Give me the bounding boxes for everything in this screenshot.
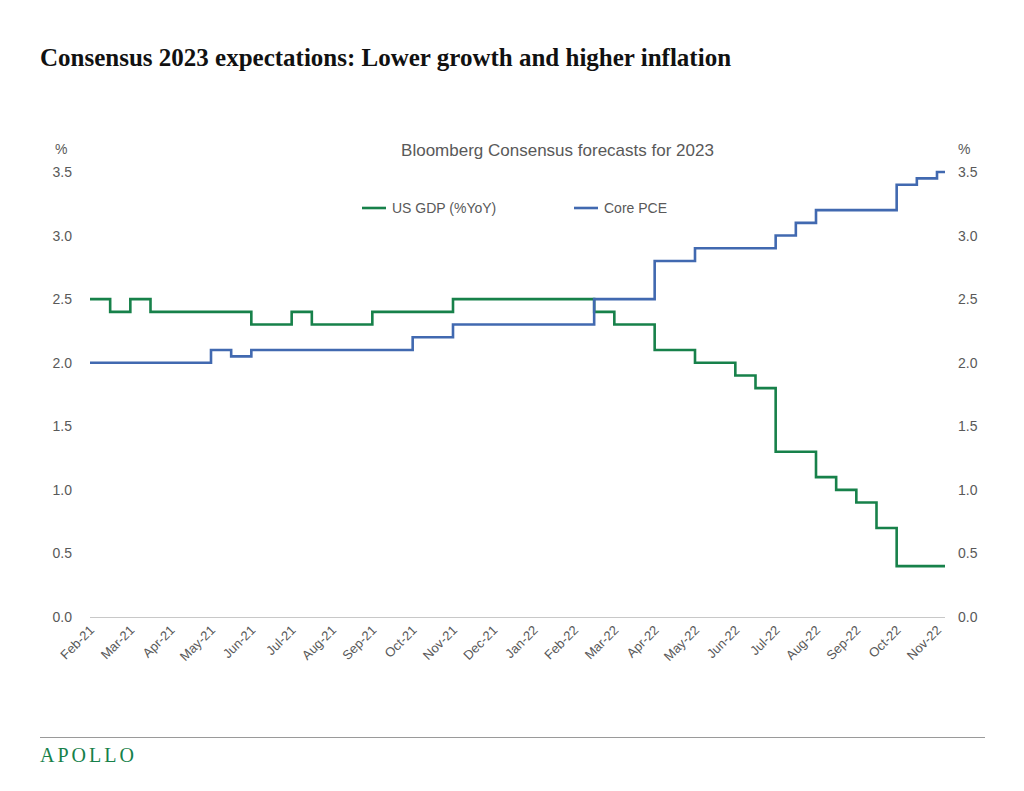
legend-label: Core PCE <box>604 200 667 216</box>
footer-rule <box>40 737 985 738</box>
x-tick-label: Sep-21 <box>339 623 379 663</box>
legend-swatch <box>574 207 598 210</box>
y-tick-label: 3.0 <box>53 228 73 244</box>
x-tick-label: Jan-22 <box>502 623 541 662</box>
x-tick-label: May-21 <box>177 623 218 664</box>
y2-tick-label: 2.0 <box>958 355 978 371</box>
x-axis-line <box>90 617 945 618</box>
x-tick-label: Apr-21 <box>140 623 178 661</box>
x-tick-label: Dec-21 <box>460 623 500 663</box>
background <box>0 0 1024 791</box>
y-tick-label: 0.0 <box>53 609 73 625</box>
x-tick-label: May-22 <box>661 623 702 664</box>
x-tick-label: Oct-22 <box>866 623 904 661</box>
x-tick-label: Jun-22 <box>704 623 743 662</box>
y2-tick-label: 3.5 <box>958 164 978 180</box>
y-tick-label: 3.5 <box>53 164 73 180</box>
plot-area <box>90 172 945 566</box>
subtitle: Bloomberg Consensus forecasts for 2023 <box>401 141 714 160</box>
x-tick-label: Jul-22 <box>747 623 783 659</box>
x-tick-label: Nov-21 <box>420 623 460 663</box>
x-tick-label: Feb-22 <box>541 623 581 663</box>
footer-logo: APOLLO <box>40 744 137 766</box>
x-tick-label: Apr-22 <box>624 623 662 661</box>
legend-swatch <box>362 207 386 210</box>
y2-tick-label: 0.5 <box>958 545 978 561</box>
chart: Consensus 2023 expectations: Lower growt… <box>0 0 1024 791</box>
legend-label: US GDP (%YoY) <box>392 200 496 216</box>
x-tick-label: Jul-21 <box>263 623 299 659</box>
y-tick-label: 2.5 <box>53 291 73 307</box>
x-tick-label: Aug-21 <box>299 623 339 663</box>
y2-tick-label: 0.0 <box>958 609 978 625</box>
y2-axis-label: % <box>958 141 970 157</box>
x-tick-label: Nov-22 <box>904 623 944 663</box>
x-tick-label: Feb-21 <box>57 623 97 663</box>
y-tick-label: 2.0 <box>53 355 73 371</box>
y2-tick-label: 1.5 <box>958 418 978 434</box>
y-tick-label: 0.5 <box>53 545 73 561</box>
x-tick-label: Mar-21 <box>98 623 138 663</box>
x-tick-label: Jun-21 <box>220 623 259 662</box>
x-tick-label: Aug-22 <box>783 623 823 663</box>
y2-tick-label: 3.0 <box>958 228 978 244</box>
y2-tick-label: 2.5 <box>958 291 978 307</box>
x-tick-label: Oct-21 <box>382 623 420 661</box>
series-line <box>90 299 945 566</box>
y-tick-label: 1.5 <box>53 418 73 434</box>
y-tick-label: 1.0 <box>53 482 73 498</box>
y2-tick-label: 1.0 <box>958 482 978 498</box>
series-line <box>90 172 945 363</box>
y-axis-label: % <box>55 141 67 157</box>
x-tick-label: Mar-22 <box>582 623 622 663</box>
title: Consensus 2023 expectations: Lower growt… <box>40 44 731 71</box>
x-tick-label: Sep-22 <box>823 623 863 663</box>
